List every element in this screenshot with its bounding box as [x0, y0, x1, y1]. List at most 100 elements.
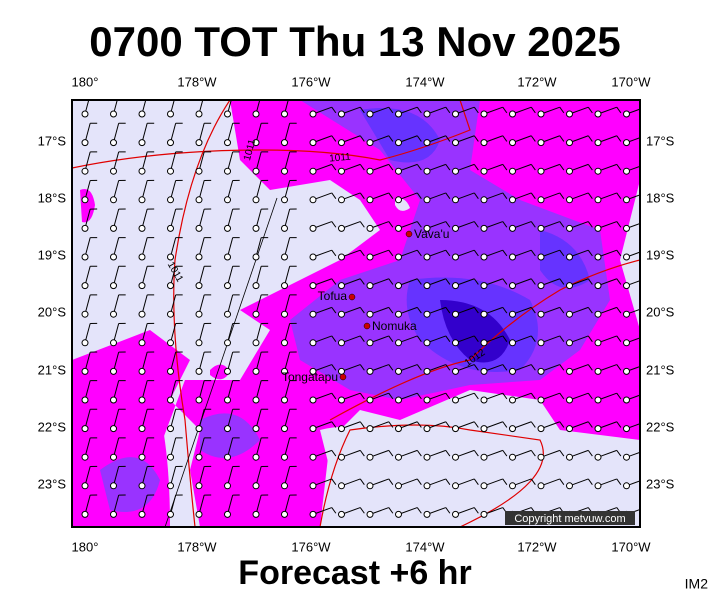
wind-station — [195, 396, 203, 404]
longitude-label: 176°W — [291, 539, 331, 554]
wind-barb — [331, 278, 337, 285]
places — [339, 230, 413, 381]
wind-station — [167, 167, 174, 175]
wind-station — [395, 167, 402, 175]
wind-station — [195, 139, 203, 147]
wind-station — [138, 139, 146, 147]
wind-station — [81, 510, 89, 518]
wind-station — [366, 224, 374, 232]
wind-station — [138, 453, 146, 461]
wind-station — [338, 482, 345, 490]
wind-barb — [445, 221, 451, 228]
wind-station — [167, 367, 174, 375]
wind-station — [224, 339, 231, 347]
wind-station — [566, 425, 573, 433]
wind-station — [566, 139, 573, 147]
wind-station — [423, 224, 431, 232]
wind-station — [81, 425, 89, 433]
wind-station — [423, 196, 431, 204]
wind-station — [452, 224, 459, 232]
wind-station — [623, 224, 630, 232]
wind-barb — [388, 478, 394, 485]
latitude-label: 18°S — [646, 190, 675, 205]
wind-barb — [416, 221, 422, 228]
wind-station — [594, 425, 602, 433]
wind-barb — [388, 450, 394, 457]
latitude-label: 18°S — [38, 190, 67, 205]
wind-barb — [388, 221, 394, 228]
wind-barb — [587, 135, 593, 142]
wind-station — [623, 482, 630, 490]
wind-station — [110, 482, 117, 490]
wind-barb — [587, 364, 593, 371]
wind-station — [224, 396, 231, 404]
wind-station — [366, 253, 374, 261]
wind-station — [252, 367, 260, 375]
wind-station — [281, 224, 288, 232]
wind-barb — [645, 107, 649, 113]
wind-station — [338, 510, 345, 518]
wind-station — [309, 110, 317, 118]
wind-station — [395, 282, 402, 290]
wind-station — [252, 482, 260, 490]
wind-barb — [445, 507, 451, 514]
caption: Forecast +6 hr — [238, 554, 471, 592]
wind-station — [537, 310, 545, 318]
wind-station — [138, 339, 146, 347]
wind-barb — [359, 164, 365, 171]
wind-station — [423, 310, 431, 318]
wind-station — [395, 310, 402, 318]
place-label: Vava'u — [414, 227, 449, 241]
wind-barb — [445, 478, 451, 485]
wind-station — [252, 396, 260, 404]
longitude-label: 172°W — [517, 74, 557, 89]
wind-station — [167, 224, 174, 232]
wind-station — [509, 367, 516, 375]
wind-station — [452, 253, 459, 261]
wind-station — [224, 482, 231, 490]
wind-station — [110, 425, 117, 433]
wind-station — [594, 110, 602, 118]
wind-station — [138, 310, 146, 318]
wind-station — [509, 282, 516, 290]
wind-barb — [331, 364, 337, 371]
wind-barb — [616, 335, 622, 342]
wind-station — [281, 339, 288, 347]
wind-station — [566, 482, 573, 490]
title: 0700 TOT Thu 13 Nov 2025 — [89, 18, 620, 65]
wind-barb — [530, 364, 536, 371]
wind-barb — [445, 307, 451, 314]
wind-barb — [445, 364, 451, 371]
wind-station — [395, 139, 402, 147]
wind-barb — [473, 221, 479, 228]
wind-station — [281, 310, 288, 318]
wind-station — [366, 339, 374, 347]
wind-barb — [388, 164, 394, 171]
longitude-label: 170°W — [611, 539, 651, 554]
wind-barb — [416, 335, 422, 342]
wind-station — [452, 196, 459, 204]
wind-station — [623, 396, 630, 404]
wind-barb — [559, 421, 565, 428]
wind-station — [338, 282, 345, 290]
wind-barb — [559, 278, 565, 285]
wind-barb — [502, 135, 508, 142]
wind-station — [110, 453, 117, 461]
wind-station — [366, 282, 374, 290]
wind-station — [167, 310, 174, 318]
wind-station — [452, 167, 459, 175]
wind-station — [138, 253, 146, 261]
wind-barb — [331, 192, 337, 199]
wind-barb — [359, 421, 365, 428]
wind-station — [252, 139, 260, 147]
wind-station — [452, 339, 459, 347]
wind-barb — [530, 135, 536, 142]
wind-barb — [587, 450, 593, 457]
wind-station — [81, 339, 89, 347]
isobar-label: 1011 — [329, 152, 352, 165]
wind-station — [338, 396, 345, 404]
wind-station — [452, 139, 459, 147]
wind-barb — [530, 106, 536, 114]
wind-barb — [616, 478, 622, 485]
